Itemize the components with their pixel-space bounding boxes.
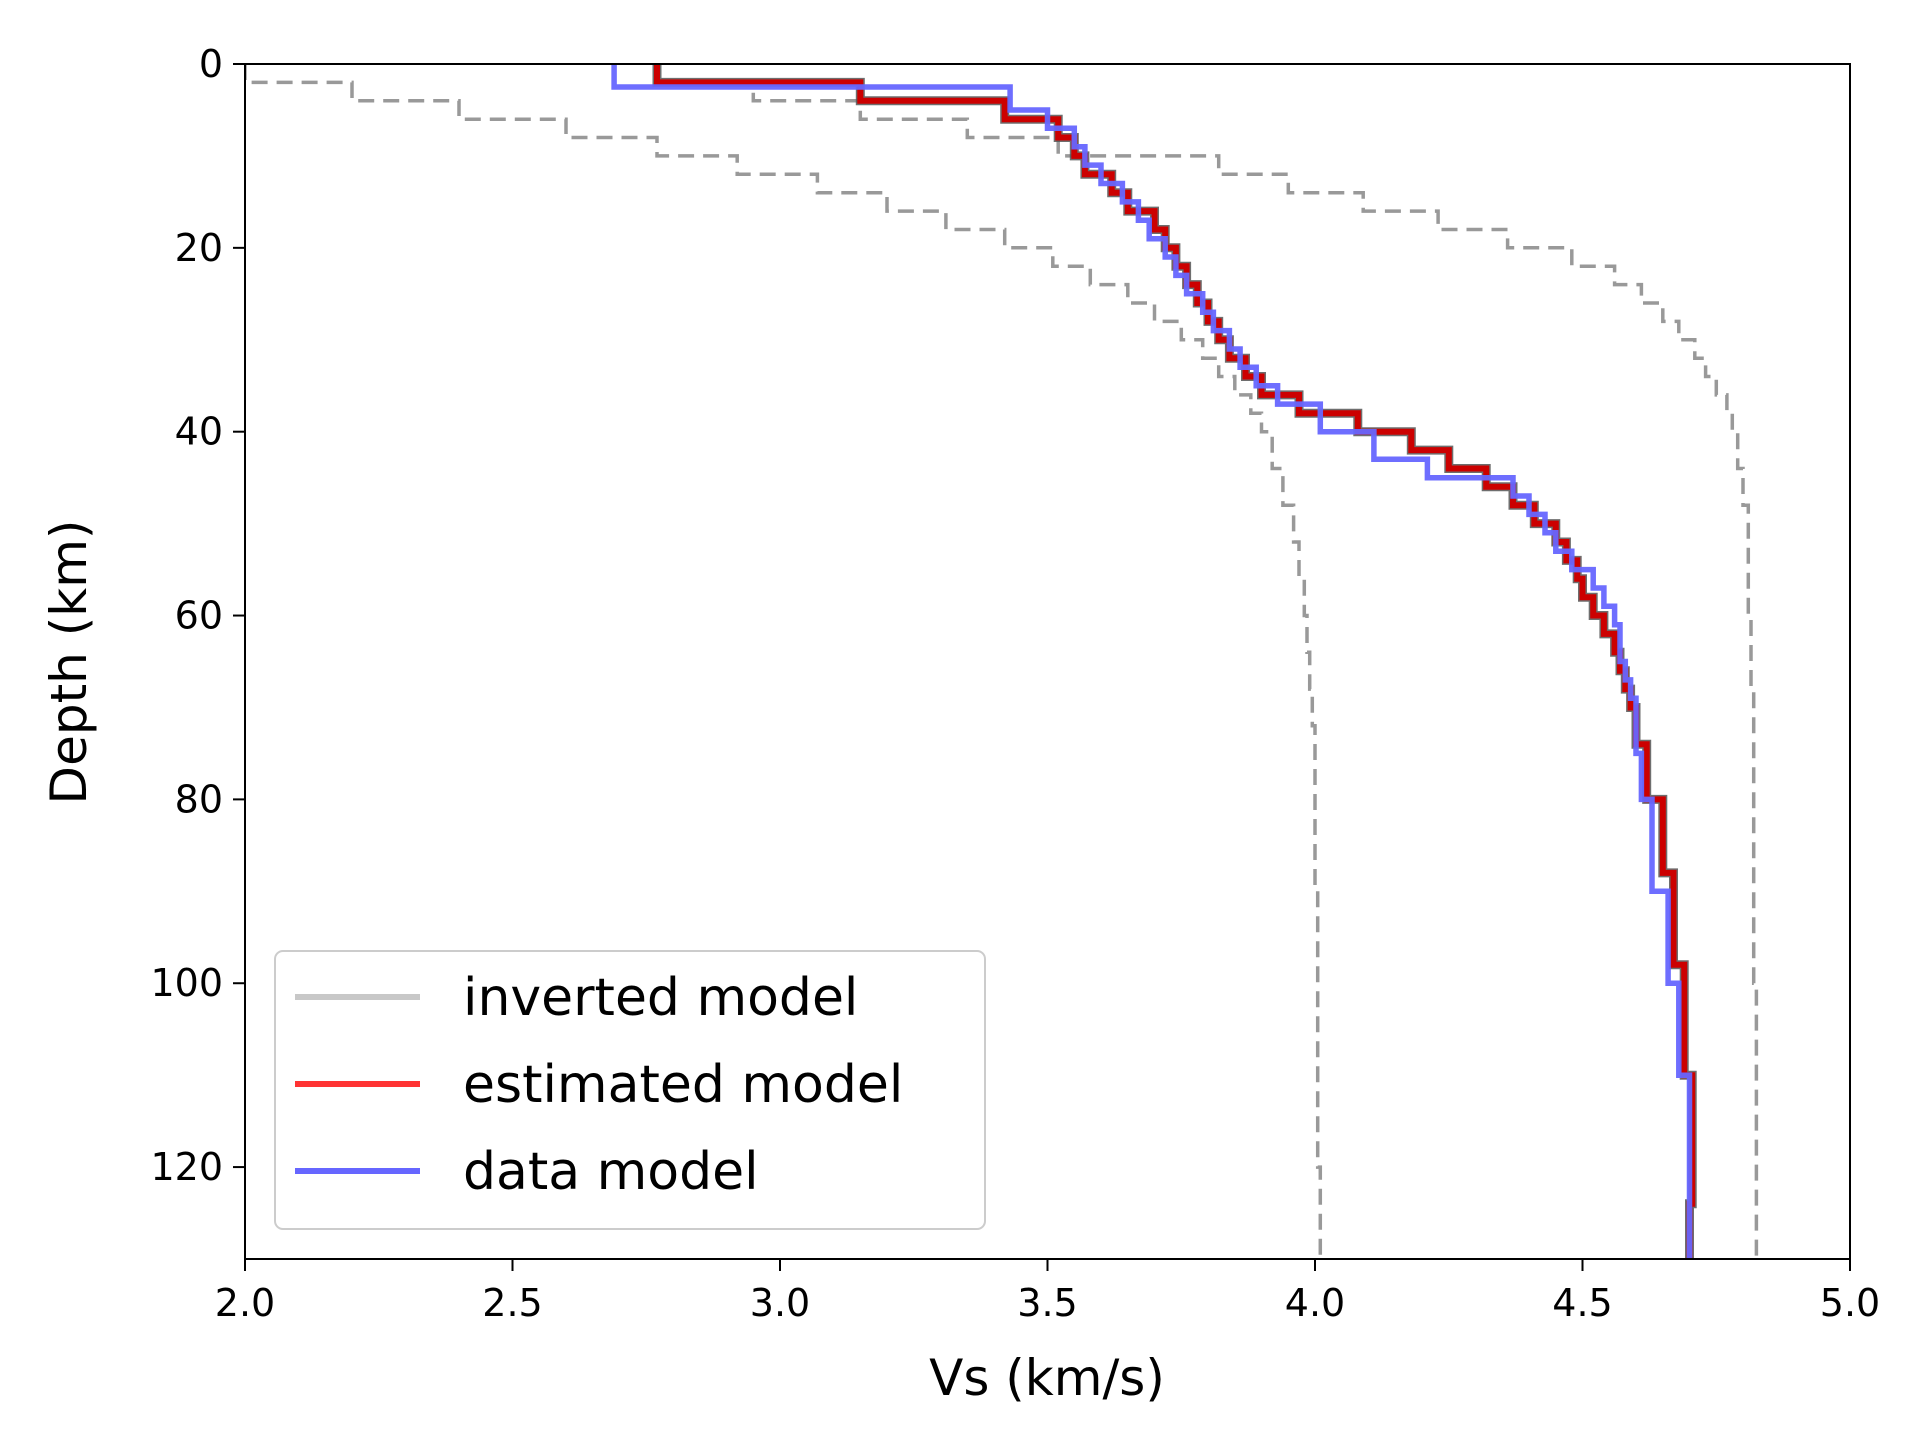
x-tick-label: 2.0 — [215, 1281, 275, 1325]
y-tick-label: 20 — [175, 226, 223, 270]
y-axis-title: Depth (km) — [40, 520, 98, 805]
legend: inverted model estimated model data mode… — [274, 950, 986, 1230]
x-tick-label: 2.5 — [482, 1281, 542, 1325]
x-tick-label: 3.0 — [750, 1281, 810, 1325]
y-tick-label: 0 — [199, 42, 223, 86]
legend-label-data-model: data model — [463, 1142, 759, 1202]
series-lower-bound — [245, 64, 1323, 1259]
x-axis-title: Vs (km/s) — [929, 1349, 1165, 1407]
y-tick-label: 100 — [150, 961, 223, 1005]
x-tick-label: 3.5 — [1017, 1281, 1077, 1325]
series-layer — [245, 64, 1759, 1259]
legend-box — [274, 950, 986, 1230]
y-axis: 0 20 40 60 80 100 120 — [150, 42, 245, 1189]
series-upper-bound — [655, 64, 1759, 1259]
x-tick-label: 5.0 — [1820, 1281, 1880, 1325]
legend-label-estimated-model: estimated model — [463, 1055, 903, 1115]
series-data-model — [611, 64, 1693, 1259]
y-tick-label: 60 — [175, 594, 223, 638]
y-tick-label: 120 — [150, 1145, 223, 1189]
y-tick-label: 40 — [175, 410, 223, 454]
x-tick-label: 4.5 — [1552, 1281, 1612, 1325]
x-axis: 2.0 2.5 3.0 3.5 4.0 4.5 5.0 — [215, 1259, 1880, 1325]
legend-label-inverted-model: inverted model — [463, 968, 858, 1028]
x-tick-label: 4.0 — [1285, 1281, 1345, 1325]
y-tick-label: 80 — [175, 777, 223, 821]
